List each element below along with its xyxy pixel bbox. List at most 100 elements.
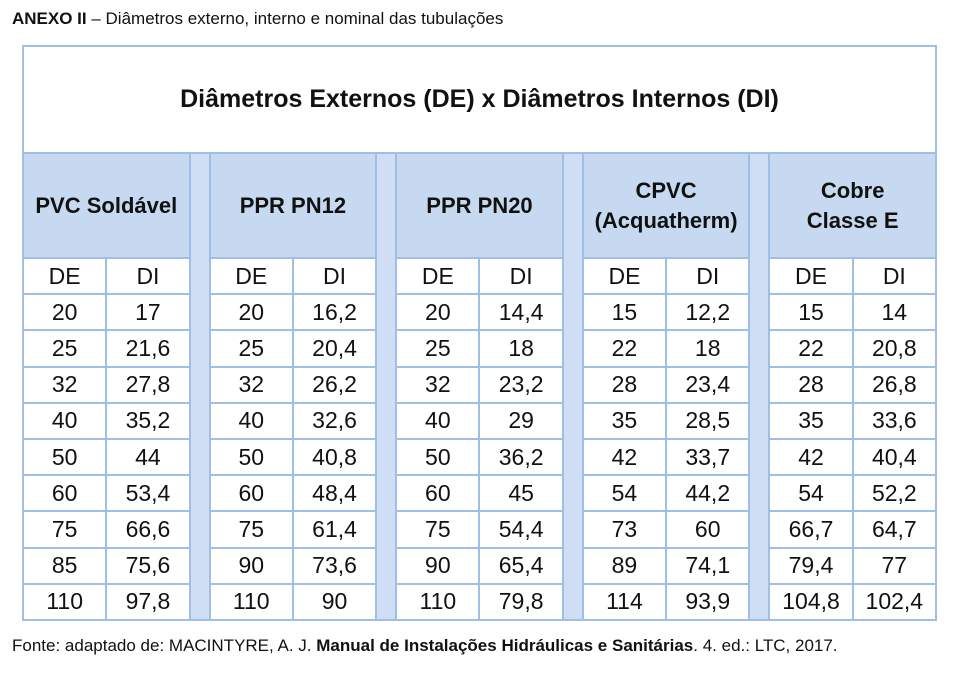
table-row: 60 48,4 bbox=[210, 476, 376, 513]
cell-de: 114 bbox=[606, 588, 643, 615]
cell-de: 28 bbox=[798, 371, 824, 398]
table-row: 40 29 bbox=[397, 403, 562, 441]
column-header-de: DE bbox=[421, 262, 454, 289]
table-row: 25 21,6 bbox=[24, 331, 189, 368]
source-citation: Fonte: adaptado de: MACINTYRE, A. J. Man… bbox=[12, 636, 838, 656]
cell-de: 25 bbox=[425, 335, 451, 361]
cell-de: 54 bbox=[611, 479, 638, 506]
table-row: 54 44,2 bbox=[583, 476, 749, 513]
group-separator bbox=[188, 154, 211, 619]
table-row: 25 18 bbox=[397, 331, 562, 368]
cell-di: 18 bbox=[665, 331, 748, 366]
cell-di: 64,7 bbox=[851, 512, 935, 547]
table-groups: PVC Soldável DE DI 20 17 25 21,6 32 27,8 40 35,2 50… bbox=[24, 154, 935, 620]
table-row: 32 26,2 bbox=[210, 367, 376, 404]
group-header: PPR PN20 bbox=[397, 154, 562, 259]
cell-de: 75 bbox=[51, 516, 78, 543]
cell-di: 14,4 bbox=[478, 295, 561, 330]
table-row: 20 16,2 bbox=[210, 295, 376, 332]
table-row: 110 97,8 bbox=[24, 584, 189, 620]
table-row: 35 33,6 bbox=[770, 403, 935, 441]
table-row: 104,8 102,4 bbox=[770, 584, 935, 620]
cell-de: 60 bbox=[238, 479, 265, 506]
cell-di: 65,4 bbox=[478, 548, 561, 583]
cell-de: 89 bbox=[611, 552, 638, 579]
group-rows: DE DI 15 14 22 20,8 28 26,8 35 33,6 42 40,4 54 52,2 66… bbox=[770, 259, 935, 620]
group-separator bbox=[748, 154, 771, 619]
cell-di: 23,2 bbox=[478, 367, 561, 402]
cell-di: 73,6 bbox=[291, 548, 375, 583]
cell-di: 75,6 bbox=[105, 548, 188, 583]
cell-de: 54 bbox=[798, 479, 824, 506]
cell-de: 42 bbox=[798, 443, 824, 470]
table-row: 60 45 bbox=[397, 476, 562, 513]
group-separator bbox=[561, 154, 584, 619]
table-row: 50 36,2 bbox=[397, 440, 562, 477]
cell-di: 26,8 bbox=[851, 367, 935, 402]
group-header: PPR PN12 bbox=[210, 154, 376, 259]
cell-de: 90 bbox=[238, 552, 265, 579]
table-row: 114 93,9 bbox=[584, 584, 749, 620]
cell-de: 20 bbox=[425, 298, 451, 325]
cell-de: 90 bbox=[425, 552, 451, 579]
table-row: 28 26,8 bbox=[770, 367, 935, 404]
cell-di: 79,8 bbox=[478, 584, 561, 620]
cell-de: 28 bbox=[611, 371, 638, 398]
cell-di: 40,8 bbox=[291, 440, 375, 475]
material-group: Cobre Classe E DE DI 15 14 22 20,8 28 26,8 35 33,6… bbox=[770, 154, 935, 620]
table-row: 28 23,4 bbox=[583, 367, 749, 404]
material-group: PPR PN12 DE DI 20 16,2 25 20,4 32 26,2 40 32,6 50 40… bbox=[210, 154, 376, 620]
table-row: 40 35,2 bbox=[24, 403, 189, 441]
cell-de: 15 bbox=[798, 298, 824, 325]
cell-de: 50 bbox=[51, 443, 78, 470]
table-row: 15 12,2 bbox=[583, 295, 749, 332]
cell-di: 66,6 bbox=[105, 512, 188, 547]
source-suffix: . 4. ed.: LTC, 2017. bbox=[693, 636, 838, 655]
cell-de: 35 bbox=[798, 407, 824, 434]
cell-di: 77 bbox=[851, 548, 935, 583]
source-prefix: Fonte: adaptado de: MACINTYRE, A. J. bbox=[12, 636, 317, 655]
cell-de: 110 bbox=[419, 588, 457, 615]
cell-di: 35,2 bbox=[105, 403, 188, 439]
table-row: 75 66,6 bbox=[24, 512, 189, 549]
cell-de: 104,8 bbox=[782, 588, 840, 615]
cell-di: 32,6 bbox=[291, 403, 375, 439]
table-row: 75 54,4 bbox=[397, 512, 562, 549]
cell-de: 40 bbox=[425, 407, 451, 434]
cell-de: 50 bbox=[425, 443, 451, 470]
cell-di: 36,2 bbox=[478, 440, 561, 475]
table-row: 50 40,8 bbox=[210, 440, 376, 477]
cell-de: 60 bbox=[425, 479, 451, 506]
cell-de: 66,7 bbox=[788, 516, 834, 543]
cell-de: 22 bbox=[798, 335, 824, 361]
table-row: 54 52,2 bbox=[770, 476, 935, 513]
cell-de: 15 bbox=[611, 298, 638, 325]
cell-di: 53,4 bbox=[105, 476, 188, 511]
cell-di: 20,8 bbox=[851, 331, 935, 366]
table-row: 90 73,6 bbox=[210, 548, 376, 585]
group-header: Cobre Classe E bbox=[770, 154, 935, 259]
material-group: PVC Soldável DE DI 20 17 25 21,6 32 27,8 40 35,2 50… bbox=[24, 154, 189, 620]
material-group: CPVC (Acquatherm) DE DI 15 12,2 22 18 28 23,4 35 2… bbox=[583, 154, 749, 620]
column-header-di: DI bbox=[291, 259, 375, 294]
table-row: 32 23,2 bbox=[397, 367, 562, 404]
column-header-row: DE DI bbox=[583, 259, 749, 296]
cell-de: 40 bbox=[238, 407, 265, 434]
table-row: 42 33,7 bbox=[583, 440, 749, 477]
table-row: 89 74,1 bbox=[583, 548, 749, 585]
cell-di: 44,2 bbox=[665, 476, 748, 511]
cell-di: 16,2 bbox=[291, 295, 375, 330]
cell-di: 61,4 bbox=[291, 512, 375, 547]
table-row: 32 27,8 bbox=[24, 367, 189, 404]
column-header-de: DE bbox=[608, 262, 641, 289]
table-row: 110 90 bbox=[211, 584, 376, 620]
table-row: 20 17 bbox=[24, 295, 189, 332]
table-row: 75 61,4 bbox=[210, 512, 376, 549]
caption-label: ANEXO II bbox=[12, 9, 87, 28]
table-row: 42 40,4 bbox=[770, 440, 935, 477]
cell-de: 42 bbox=[611, 443, 638, 470]
cell-de: 85 bbox=[51, 552, 78, 579]
table-row: 110 79,8 bbox=[397, 584, 562, 620]
table-row: 60 53,4 bbox=[24, 476, 189, 513]
cell-di: 44 bbox=[105, 440, 188, 475]
